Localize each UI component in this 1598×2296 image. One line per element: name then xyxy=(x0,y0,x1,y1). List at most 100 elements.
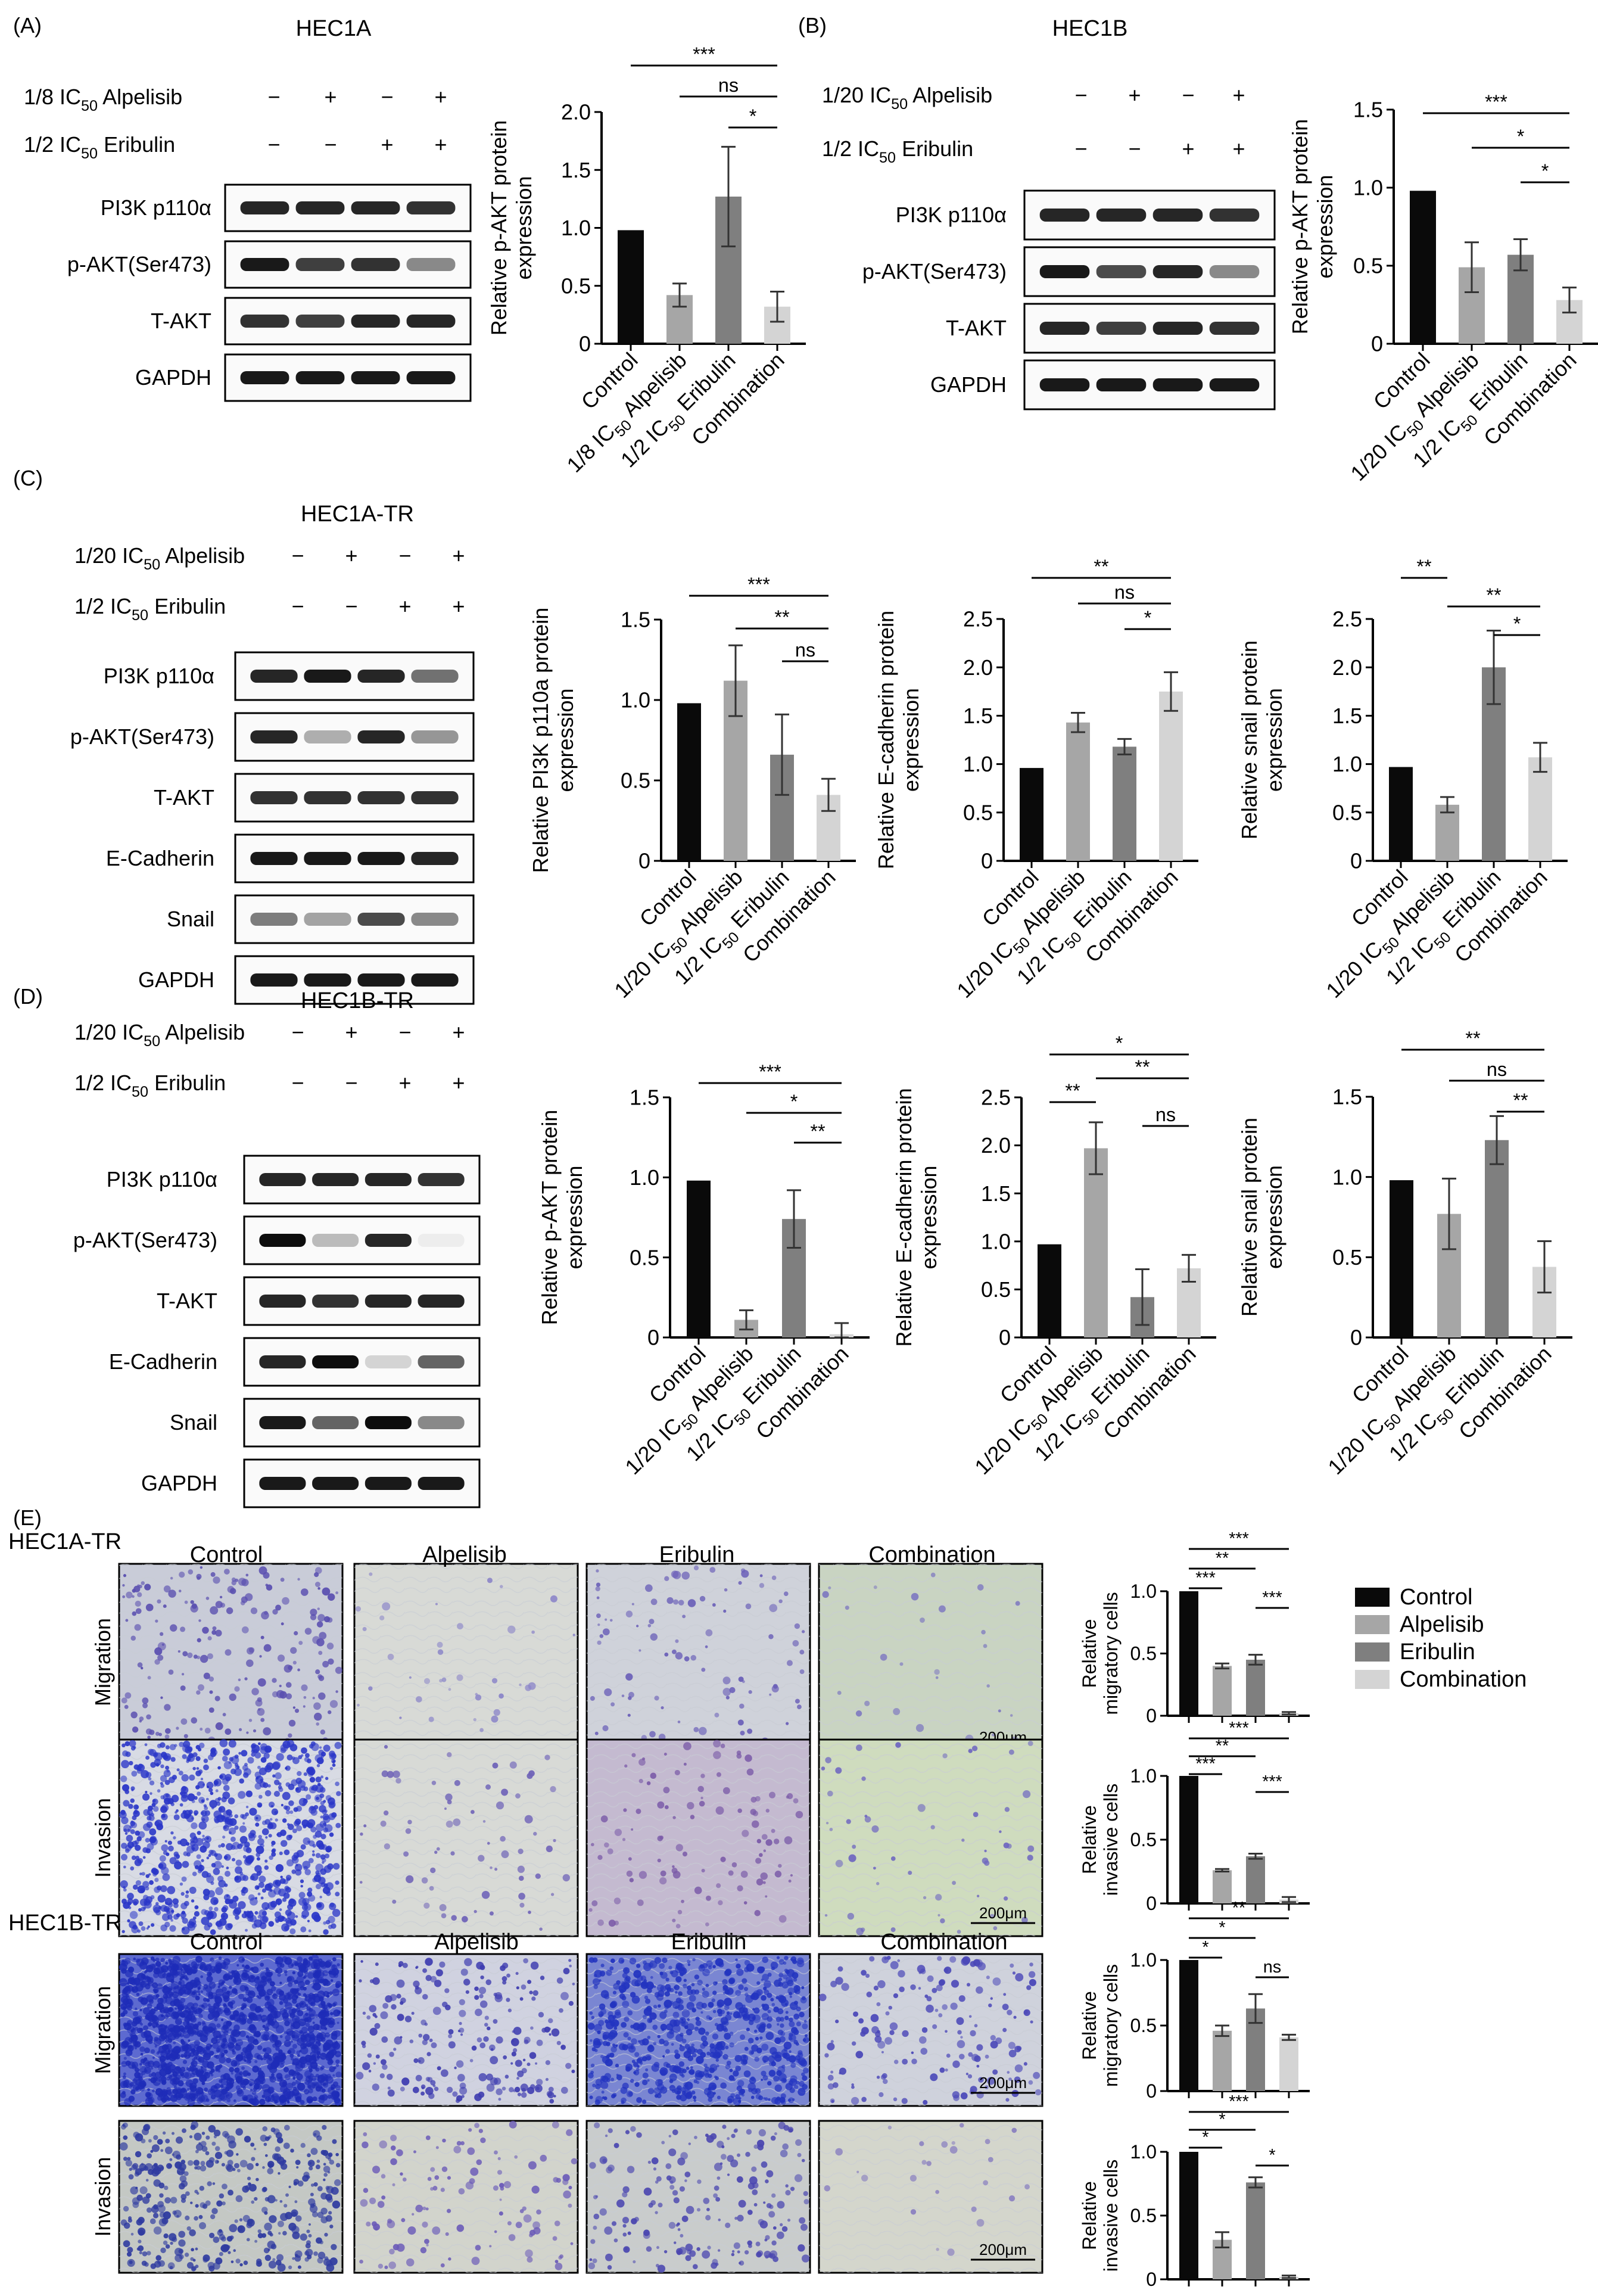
stained-cell xyxy=(182,1754,187,1759)
significance-label: ** xyxy=(1216,1549,1229,1568)
blot-band xyxy=(295,201,345,214)
stained-cell xyxy=(771,1685,779,1693)
stained-cell xyxy=(778,1959,785,1965)
stained-cell xyxy=(172,1955,181,1964)
stained-cell xyxy=(289,1898,295,1904)
stained-cell xyxy=(329,1752,337,1760)
stained-cell xyxy=(331,1923,337,1929)
stained-cell xyxy=(197,1576,201,1581)
stained-cell xyxy=(250,2142,255,2147)
stained-cell xyxy=(277,1973,281,1977)
stained-cell xyxy=(935,1676,939,1679)
stained-cell xyxy=(335,1781,339,1787)
stained-cell xyxy=(147,2023,152,2027)
stained-cell xyxy=(747,2082,756,2091)
stained-cell xyxy=(275,1818,278,1822)
stained-cell xyxy=(246,1659,254,1667)
stained-cell xyxy=(730,2012,733,2015)
stained-cell xyxy=(134,2067,140,2073)
protein-name: GAPDH xyxy=(930,372,1007,397)
stained-cell xyxy=(267,1784,271,1788)
y-tick-label: 1.5 xyxy=(561,158,591,182)
stained-cell xyxy=(454,1779,460,1787)
stained-cell xyxy=(315,2164,320,2170)
blot-band xyxy=(295,315,345,328)
stained-cell xyxy=(226,1894,229,1897)
stained-cell xyxy=(491,1678,498,1684)
stained-cell xyxy=(592,1978,600,1986)
stained-cell xyxy=(660,2069,667,2076)
stained-cell xyxy=(535,1873,541,1879)
significance-label: ** xyxy=(1486,584,1502,606)
stained-cell xyxy=(551,2028,560,2037)
stained-cell xyxy=(152,2056,155,2059)
stained-cell xyxy=(599,1979,602,1982)
y-tick-label: 0 xyxy=(1146,2080,1157,2102)
stained-cell xyxy=(197,1781,205,1788)
stained-cell xyxy=(152,1989,156,1992)
blot-band xyxy=(250,852,298,865)
stained-cell xyxy=(190,1600,194,1604)
stained-cell xyxy=(168,1589,176,1598)
stained-cell xyxy=(272,2052,281,2061)
stained-cell xyxy=(214,1695,220,1701)
stained-cell xyxy=(745,1603,752,1610)
stained-cell xyxy=(630,2079,634,2083)
stained-cell xyxy=(289,2012,295,2018)
stained-cell xyxy=(960,2092,968,2099)
stained-cell xyxy=(252,2065,259,2073)
stained-cell xyxy=(771,1575,777,1581)
stained-cell xyxy=(285,1874,292,1881)
stained-cell xyxy=(602,1628,610,1636)
stained-cell xyxy=(679,2044,683,2047)
label-part: Alpelisib xyxy=(98,85,182,109)
treatment-sign: + xyxy=(1232,136,1245,161)
stained-cell xyxy=(222,1980,226,1984)
stained-cell xyxy=(618,2043,626,2051)
stained-cell xyxy=(665,1984,671,1990)
stained-cell xyxy=(958,2054,965,2059)
stained-cell xyxy=(223,1855,228,1860)
stained-cell xyxy=(649,1960,658,1968)
stained-cell xyxy=(479,2000,488,2008)
stained-cell xyxy=(413,2058,419,2063)
stained-cell xyxy=(239,1835,248,1844)
stained-cell xyxy=(309,1777,316,1783)
blot-band xyxy=(365,1355,412,1368)
stained-cell xyxy=(426,2052,431,2057)
stained-cell xyxy=(778,1599,783,1604)
y-tick-label: 1.0 xyxy=(1353,176,1383,200)
stained-cell xyxy=(304,1869,311,1875)
stained-cell xyxy=(784,2015,789,2021)
stained-cell xyxy=(212,2042,219,2049)
stained-cell xyxy=(210,1957,214,1962)
blot-band xyxy=(250,913,298,926)
stained-cell xyxy=(297,1971,304,1977)
stained-cell xyxy=(761,2012,769,2021)
stained-cell xyxy=(229,1588,236,1594)
stained-cell xyxy=(278,2232,281,2235)
stained-cell xyxy=(263,1782,269,1788)
stained-cell xyxy=(222,1756,228,1762)
stained-cell xyxy=(851,2083,854,2086)
stained-cell xyxy=(313,1834,317,1839)
significance-label: *** xyxy=(1262,1772,1282,1791)
stained-cell xyxy=(1002,2028,1007,2033)
stained-cell xyxy=(716,1772,721,1777)
significance-label: * xyxy=(1116,1032,1123,1054)
stained-cell xyxy=(746,2027,750,2031)
stained-cell xyxy=(123,1574,127,1578)
stained-cell xyxy=(742,1830,749,1837)
stained-cell xyxy=(189,1886,197,1894)
stained-cell xyxy=(335,1822,341,1828)
stained-cell xyxy=(940,1918,945,1924)
stained-cell xyxy=(294,2092,302,2100)
stained-cell xyxy=(122,1584,125,1587)
stained-cell xyxy=(272,1774,276,1778)
stained-cell xyxy=(662,1957,668,1964)
stained-cell xyxy=(835,1977,843,1985)
stained-cell xyxy=(243,1965,251,1973)
stained-cell xyxy=(147,1749,154,1755)
stained-cell xyxy=(961,1838,965,1842)
stained-cell xyxy=(310,2183,314,2187)
